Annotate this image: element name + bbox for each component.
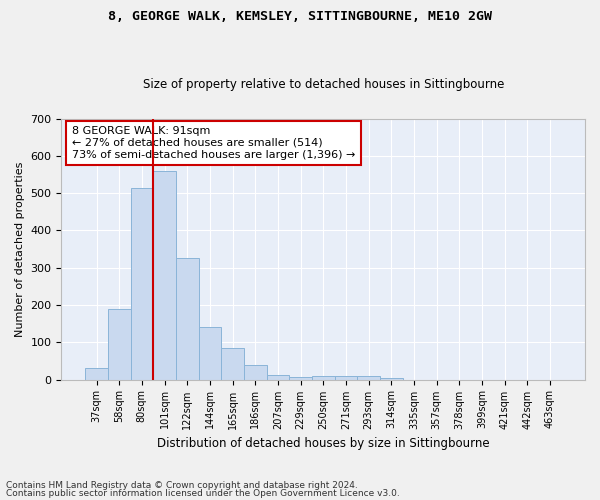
Bar: [221, 348, 244, 380]
Bar: [289, 376, 312, 380]
Y-axis label: Number of detached properties: Number of detached properties: [15, 162, 25, 337]
Bar: [312, 376, 335, 380]
Text: Contains HM Land Registry data © Crown copyright and database right 2024.: Contains HM Land Registry data © Crown c…: [6, 481, 358, 490]
Bar: [335, 376, 357, 380]
Bar: [357, 376, 380, 380]
Bar: [244, 366, 266, 380]
Bar: [380, 378, 403, 380]
Bar: [176, 258, 199, 380]
Bar: [85, 368, 108, 380]
Text: 8, GEORGE WALK, KEMSLEY, SITTINGBOURNE, ME10 2GW: 8, GEORGE WALK, KEMSLEY, SITTINGBOURNE, …: [108, 10, 492, 23]
Bar: [153, 171, 176, 380]
Text: 8 GEORGE WALK: 91sqm
← 27% of detached houses are smaller (514)
73% of semi-deta: 8 GEORGE WALK: 91sqm ← 27% of detached h…: [72, 126, 355, 160]
Bar: [108, 308, 131, 380]
Bar: [266, 374, 289, 380]
Bar: [131, 188, 153, 380]
Text: Contains public sector information licensed under the Open Government Licence v3: Contains public sector information licen…: [6, 488, 400, 498]
Title: Size of property relative to detached houses in Sittingbourne: Size of property relative to detached ho…: [143, 78, 504, 91]
X-axis label: Distribution of detached houses by size in Sittingbourne: Distribution of detached houses by size …: [157, 437, 490, 450]
Bar: [199, 328, 221, 380]
